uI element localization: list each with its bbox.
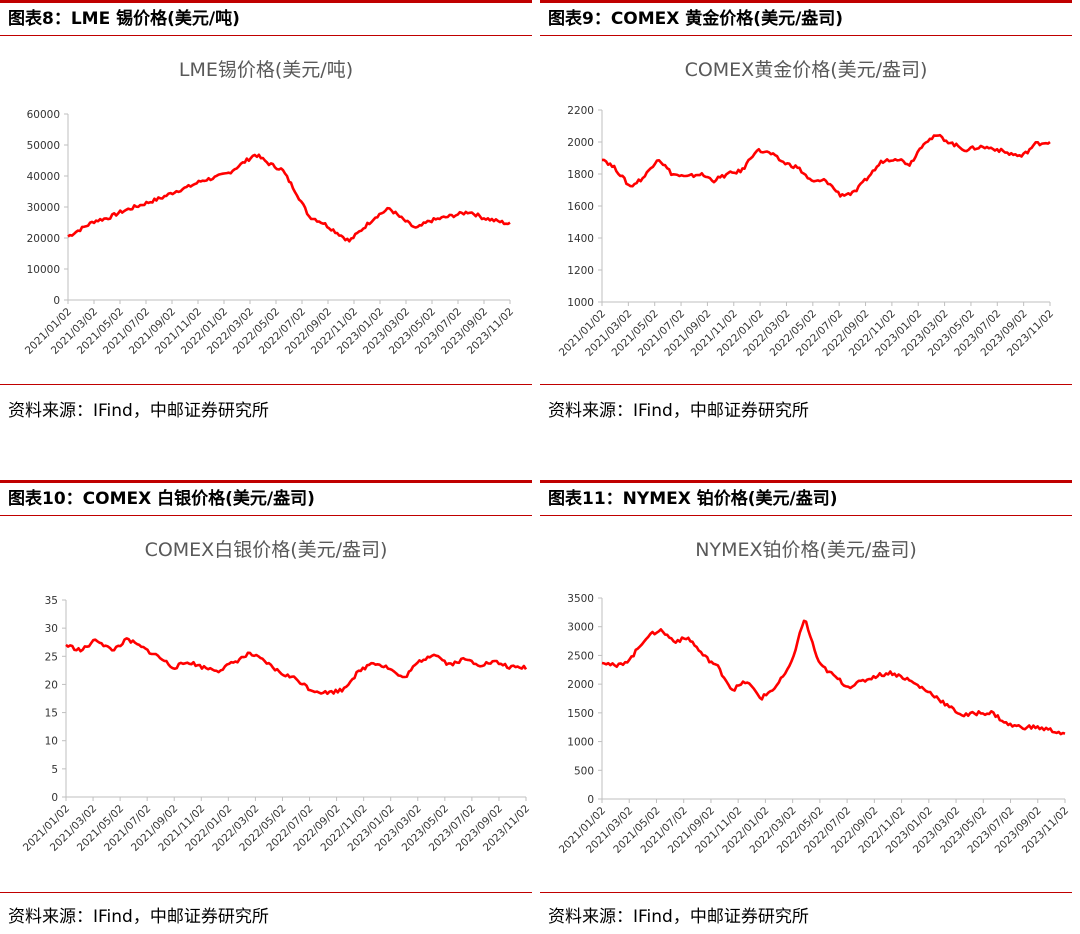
y-tick-label: 30000 <box>27 202 60 214</box>
header-platinum: 图表11：NYMEX 铂价格(美元/盎司) <box>540 480 1072 516</box>
chart-platinum: NYMEX铂价格(美元/盎司) 0 500 1000 1500 2000 2500 3000 3… <box>557 539 1071 856</box>
series-line <box>65 637 528 696</box>
header-gold: 图表9：COMEX 黄金价格(美元/盎司) <box>540 0 1072 36</box>
y-tick-label: 40000 <box>27 171 60 183</box>
chart-title: COMEX白银价格(美元/盎司) <box>145 539 388 561</box>
y-tick-label: 30 <box>45 623 58 635</box>
header-silver: 图表10：COMEX 白银价格(美元/盎司) <box>0 480 532 516</box>
y-tick-label: 20000 <box>27 233 60 245</box>
y-tick-label: 1600 <box>567 201 594 213</box>
y-tick-label: 1000 <box>567 737 594 749</box>
panel-gold: 图表9：COMEX 黄金价格(美元/盎司) COMEX黄金价格(美元/盎司) 10… <box>540 0 1072 421</box>
chart-title: LME锡价格(美元/吨) <box>179 59 353 81</box>
y-tick-label: 10000 <box>27 264 60 276</box>
y-tick-label: 3000 <box>567 622 594 634</box>
header-tin: 图表8：LME 锡价格(美元/吨) <box>0 0 532 36</box>
source-note: 资料来源：IFind，中邮证券研究所 <box>548 907 809 927</box>
y-tick-label: 2000 <box>567 137 594 149</box>
y-tick-label: 2000 <box>567 679 594 691</box>
panel-platinum: 图表11：NYMEX 铂价格(美元/盎司) NYMEX铂价格(美元/盎司) 0 50… <box>540 480 1072 927</box>
chart-title: NYMEX铂价格(美元/盎司) <box>695 539 916 561</box>
y-tick-label: 0 <box>51 792 58 804</box>
chart-title: COMEX黄金价格(美元/盎司) <box>685 59 928 81</box>
panel-tin: 图表8：LME 锡价格(美元/吨) LME锡价格(美元/吨) 0 10000 2000… <box>0 0 532 421</box>
panel-silver: 图表10：COMEX 白银价格(美元/盎司) COMEX白银价格(美元/盎司) 0… <box>0 480 532 927</box>
series-line <box>602 133 1051 198</box>
y-tick-label: 1800 <box>567 169 594 181</box>
y-tick-label: 15 <box>45 708 58 720</box>
source-divider <box>0 892 532 893</box>
series-line <box>67 153 511 243</box>
y-tick-label: 60000 <box>27 109 60 121</box>
y-tick-label: 35 <box>45 595 58 607</box>
source-divider <box>540 384 1072 385</box>
y-tick-label: 10 <box>45 736 58 748</box>
y-tick-label: 25 <box>45 651 58 663</box>
source-divider <box>540 892 1072 893</box>
y-tick-label: 0 <box>587 794 594 806</box>
chart-silver: COMEX白银价格(美元/盎司)051015202530352021/01/02… <box>21 539 532 854</box>
series-line <box>601 619 1066 736</box>
y-tick-label: 2500 <box>567 650 594 662</box>
y-tick-label: 2200 <box>567 105 594 117</box>
source-note: 资料来源：IFind，中邮证券研究所 <box>548 401 809 421</box>
chart-tin: LME锡价格(美元/吨) 0 10000 20000 30000 40000 50000 60… <box>23 59 516 357</box>
y-tick-label: 20 <box>45 679 58 691</box>
y-tick-label: 0 <box>53 295 60 307</box>
source-divider <box>0 384 532 385</box>
y-tick-label: 1000 <box>567 297 594 309</box>
y-tick-label: 500 <box>574 765 594 777</box>
y-tick-label: 3500 <box>567 593 594 605</box>
y-tick-label: 1400 <box>567 233 594 245</box>
y-tick-label: 1500 <box>567 708 594 720</box>
chart-gold: COMEX黄金价格(美元/盎司) 1000 1200 1400 1600 1800 2000… <box>557 59 1056 359</box>
y-tick-label: 5 <box>51 764 58 776</box>
y-tick-label: 50000 <box>27 140 60 152</box>
y-tick-label: 1200 <box>567 265 594 277</box>
source-note: 资料来源：IFind，中邮证券研究所 <box>8 401 269 421</box>
source-note: 资料来源：IFind，中邮证券研究所 <box>8 907 269 927</box>
